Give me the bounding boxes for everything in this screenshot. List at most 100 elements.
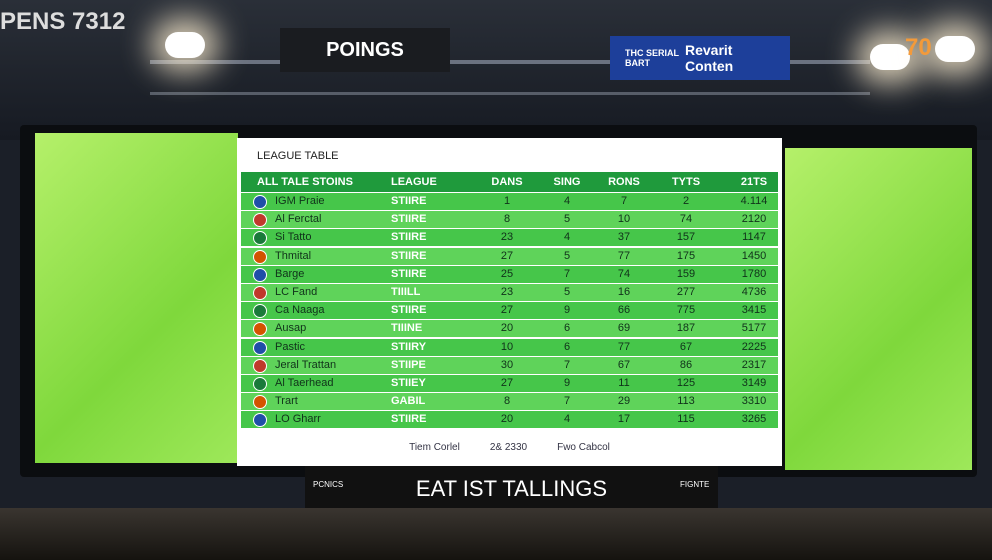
footer-item: 2& 2330 (489, 441, 528, 453)
table-cell: 20 (500, 413, 514, 426)
table-cell: 7 (563, 358, 571, 371)
team-name: Si Tatto (275, 231, 312, 244)
team-name: Jeral Trattan (275, 358, 337, 371)
team-icon (253, 358, 267, 373)
table-cell: 7 (563, 267, 571, 280)
table-cell: 8 (503, 395, 511, 408)
table-cell: 3310 (741, 395, 767, 408)
table-cell: TIIILL (391, 286, 421, 298)
table-cell: 2317 (741, 358, 767, 371)
team-icon (253, 340, 267, 355)
table-cell: 20 (500, 322, 514, 335)
team-name: LC Fand (275, 286, 318, 298)
truss (150, 92, 870, 95)
table-cell: STIIRY (391, 340, 427, 353)
table-cell: 187 (676, 322, 696, 335)
table-cell: 37 (617, 231, 631, 244)
table-cell: 27 (500, 249, 514, 262)
crowd (0, 508, 992, 560)
table-row: Al Ferctal STIIRE 8 5 10 74 2120 (241, 211, 778, 229)
table-cell: 1 (503, 195, 511, 207)
table-cell: 77 (617, 249, 631, 262)
team-icon (253, 195, 267, 209)
table-cell: 113 (677, 395, 695, 408)
table-row: Pastic STIIRY 10 6 77 67 2225 (241, 338, 778, 356)
right-sign: THC SERIAL BART Revarit Conten (610, 36, 790, 80)
team-icon (253, 377, 267, 391)
left-sign: PENS 7312 (0, 8, 126, 35)
table-cell: 10 (500, 340, 514, 353)
team-name: Barge (275, 267, 305, 280)
table-row: Al Taerhead STIIEY 27 9 11 125 3149 (241, 375, 778, 392)
floodlight (935, 36, 975, 62)
table-cell: 3415 (741, 304, 767, 317)
table-cell: 11 (618, 377, 630, 389)
table-row: Ca Naaga STIIRE 27 9 66 775 3415 (241, 302, 778, 320)
table-cell: 4 (563, 231, 571, 244)
table-cell: 30 (500, 358, 514, 371)
table-cell: 1450 (741, 249, 767, 262)
footer-item: Tiem Corlel (409, 441, 460, 453)
table-cell: 4 (563, 195, 571, 207)
table-cell: 115 (677, 413, 695, 426)
table-cell: 125 (676, 377, 696, 389)
table-cell: 775 (676, 304, 696, 317)
table-cell: 29 (617, 395, 631, 408)
header-cell: ALL TALE STOINS (257, 176, 353, 188)
table-cell: 5 (563, 286, 571, 298)
table-cell: 2120 (741, 213, 767, 226)
table-cell: STIIRE (391, 249, 427, 262)
table-cell: 277 (676, 286, 696, 298)
table-cell: 23 (500, 231, 514, 244)
table-cell: 77 (617, 340, 631, 353)
table-cell: 16 (617, 286, 631, 298)
table-cell: 9 (563, 304, 571, 317)
table-row: Ausap TIIINE 20 6 69 187 5177 (241, 320, 778, 338)
team-icon (253, 286, 267, 300)
side-panel (785, 148, 972, 470)
table-cell: 1147 (742, 231, 766, 244)
table-cell: STIIRE (391, 267, 427, 280)
header-cell: LEAGUE (391, 176, 437, 188)
table-cell: 10 (617, 213, 631, 226)
league-table: LEAGUE TABLE ALL TALE STOINS LEAGUE DANS SI… (237, 138, 782, 466)
team-icon (253, 304, 267, 319)
left-logo: PCNICS (313, 480, 344, 489)
header-row: ALL TALE STOINS LEAGUE DANS SING RONS TYTS 21T… (241, 172, 778, 192)
table-cell: 27 (500, 377, 514, 389)
table-cell: 157 (676, 231, 696, 244)
truss (150, 60, 870, 64)
team-name: LO Gharr (275, 413, 321, 426)
table-cell: 4.114 (740, 195, 768, 207)
header-cell: DANS (491, 176, 523, 188)
stadium-roof (0, 0, 992, 140)
table-cell: 74 (617, 267, 631, 280)
table-cell: 67 (679, 340, 693, 353)
table-cell: 4 (563, 413, 571, 426)
table-cell: 27 (500, 304, 514, 317)
table-cell: 7 (563, 395, 571, 408)
footer-item: Fwo Cabcol (557, 441, 610, 453)
team-name: Ausap (275, 322, 307, 335)
table-cell: STIIRE (391, 231, 427, 244)
right-sign-large: Revarit Conten (685, 42, 734, 74)
table-cell: 4736 (741, 286, 767, 298)
header-cell: SING (553, 176, 581, 188)
right-logo: FIGNTE (680, 480, 710, 489)
table-cell: 5 (563, 249, 571, 262)
team-name: Pastic (275, 340, 305, 353)
table-cell: 175 (676, 249, 696, 262)
table-cell: 6 (563, 322, 571, 335)
table-cell: 8 (503, 213, 511, 226)
team-icon (253, 213, 267, 228)
team-name: Al Taerhead (275, 377, 334, 389)
header-cell: TYTS (671, 176, 701, 188)
team-name: Ca Naaga (275, 304, 325, 317)
table-row: Trart GABIL 8 7 29 113 3310 (241, 393, 778, 411)
table-cell: 17 (617, 413, 631, 426)
table-cell: 86 (679, 358, 693, 371)
team-icon (253, 231, 267, 246)
table-title: LEAGUE TABLE (257, 150, 339, 162)
table-cell: 159 (676, 267, 696, 280)
